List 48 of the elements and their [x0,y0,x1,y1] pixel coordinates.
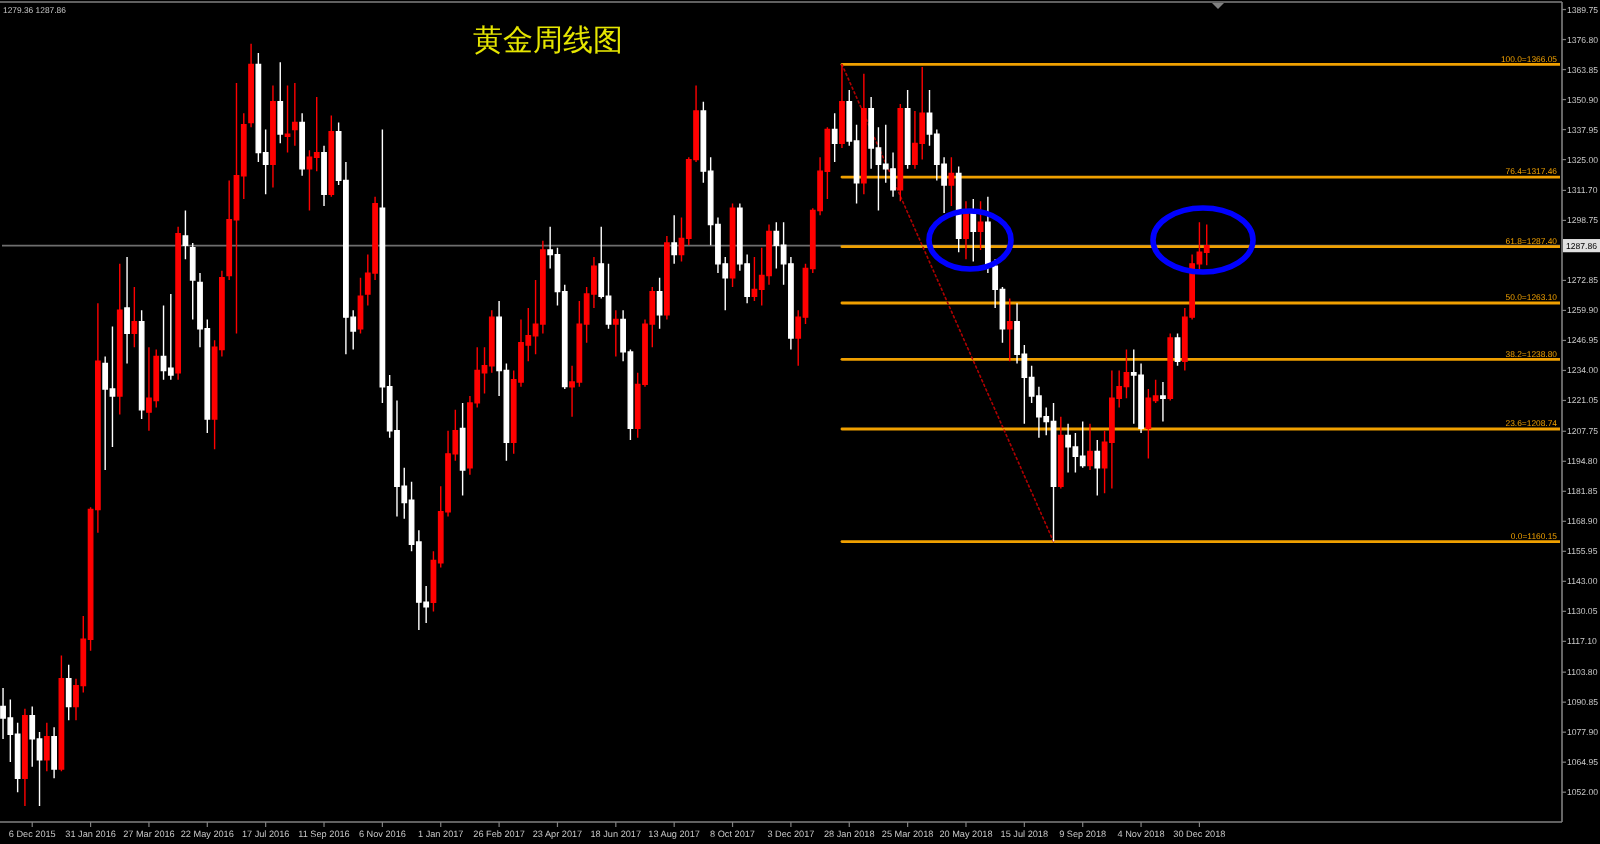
candlestick [1006,297,1013,362]
candlestick [664,235,670,321]
candlestick [1167,332,1174,402]
candlestick [65,664,72,722]
candlestick [131,286,138,348]
candlestick [839,63,845,149]
candlestick [1087,423,1093,471]
candlestick [860,73,867,196]
candlestick [270,84,276,189]
candlestick [977,200,984,251]
candlestick [51,726,57,779]
candlestick [321,144,327,207]
candlestick [948,156,955,207]
candlestick [291,82,298,147]
candlestick [138,309,145,420]
candlestick [1145,388,1152,460]
candlestick [124,256,130,365]
candlestick [233,82,240,335]
candlestick [970,198,977,263]
candlestick [22,708,28,807]
candlestick [1065,423,1071,474]
candlestick [1057,416,1064,490]
candlestick [612,309,619,358]
candlestick [1094,439,1101,497]
candlestick [284,84,291,154]
candlestick [904,89,911,170]
candlestick [299,112,306,177]
candlestick [43,721,50,773]
candlestick [182,209,189,260]
candlestick [831,112,838,163]
text: 黄金周线图 [473,24,623,58]
candlestick [459,402,466,497]
candlestick [751,256,758,302]
candlestick [963,200,969,260]
candlestick [919,66,926,161]
candlestick [1130,348,1137,425]
candlestick [897,103,904,202]
candlestick [167,293,174,381]
candlestick [146,346,152,432]
candlestick [116,263,123,416]
candlestick [277,61,284,145]
candlestick [1109,369,1115,490]
candlestick [328,114,335,198]
candlestick [1160,381,1166,423]
candlestick [175,226,182,381]
candlestick [1203,223,1210,267]
candlestick [1079,420,1086,469]
candlestick [671,214,678,265]
